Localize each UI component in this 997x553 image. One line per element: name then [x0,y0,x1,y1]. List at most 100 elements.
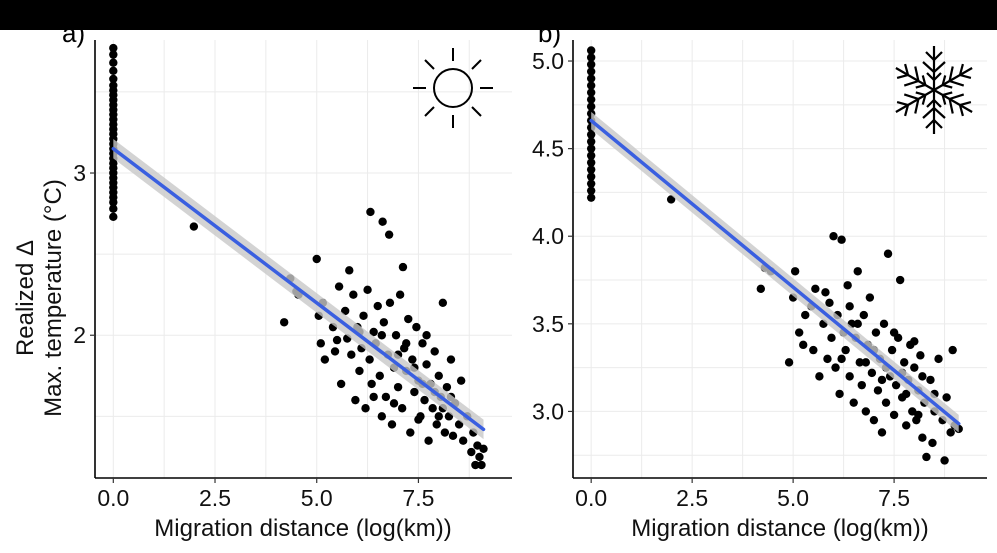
axes-b [572,40,987,479]
data-point [586,144,596,153]
data-point [926,375,935,385]
data-point [790,267,800,276]
data-point [428,404,437,413]
data-point [424,436,433,445]
data-point [902,389,911,399]
data-point [402,339,411,348]
data-point [928,438,937,448]
data-point [406,428,415,437]
ticks-a: 0.0 2.5 5.0 7.5 2 3 [73,160,434,511]
data-point [109,212,118,222]
data-point [467,447,476,457]
data-point [853,319,862,329]
data-point [448,431,458,441]
data-point [414,415,423,424]
data-point [586,130,596,139]
data-point [914,410,923,420]
panel-label-a: a) [62,18,85,48]
x-tick-label: 0.0 [97,485,129,511]
data-point [794,328,804,337]
data-point [841,345,850,355]
data-point [393,382,403,392]
data-point [408,355,417,364]
data-point [109,66,118,76]
x-tick-label: 2.5 [199,485,231,511]
data-point [801,310,810,320]
data-point [877,428,887,437]
sun-icon [413,48,493,128]
data-point [586,67,596,76]
data-point [336,379,346,389]
data-point [948,345,957,355]
data-point [373,301,382,311]
data-point [823,354,832,364]
data-point [377,412,387,421]
y-axis-label-a-line1: Realized Δ [12,240,39,356]
data-point [837,354,846,364]
data-point [843,281,852,290]
data-point [940,456,949,465]
data-point [879,319,889,329]
y-tick-label: 3.0 [532,398,564,424]
snowflake-icon [889,46,979,136]
data-point [831,363,840,372]
y-tick-label: 2 [73,322,86,348]
data-point [902,421,911,430]
data-point [586,158,596,167]
data-point [432,420,441,429]
data-point [857,380,866,390]
data-point [381,392,391,402]
data-point [355,366,364,376]
y-tick-label: 4.0 [532,223,564,249]
data-point [442,382,452,392]
panel-a: a) 0.0 2.5 5.0 7.5 2 3 Migration distance (lo… [12,18,512,542]
data-point [361,404,370,413]
data-point [359,311,368,320]
data-point [332,335,342,345]
data-point [869,415,879,425]
data-point [109,50,118,59]
data-point [475,452,484,462]
data-point [320,355,330,364]
x-axis-label-b: Migration distance (log(km)) [631,515,928,542]
data-point [387,420,397,429]
data-point [434,371,443,380]
x-tick-label: 7.5 [402,485,434,511]
data-point [312,254,321,264]
data-point [837,235,846,244]
data-point [349,290,358,299]
data-point [883,249,893,258]
fit-b [589,111,961,433]
data-point [784,358,794,367]
data-point [379,318,389,327]
data-point [279,318,289,327]
y-tick-label: 3.5 [532,311,564,337]
data-point [389,399,399,408]
data-point [889,410,899,420]
data-point [586,151,596,160]
x-tick-label: 5.0 [777,485,809,511]
data-point [586,46,596,55]
data-point [586,102,596,111]
data-point [109,58,118,67]
data-point [330,347,340,356]
data-point [477,460,486,470]
points-a [109,43,488,470]
data-point [367,379,376,389]
y-tick-label: 4.5 [532,136,564,162]
data-point [815,372,824,381]
data-point [799,340,808,350]
top-black-bar [0,0,997,30]
data-point [586,179,596,188]
data-point [849,398,858,407]
data-point [456,376,466,385]
data-point [586,60,596,69]
data-point [918,433,927,442]
data-point [446,355,456,364]
data-point [881,398,891,407]
data-point [934,354,943,364]
x-tick-label: 0.0 [575,485,607,511]
data-point [855,358,864,367]
data-point [827,333,836,343]
data-point [109,204,118,213]
